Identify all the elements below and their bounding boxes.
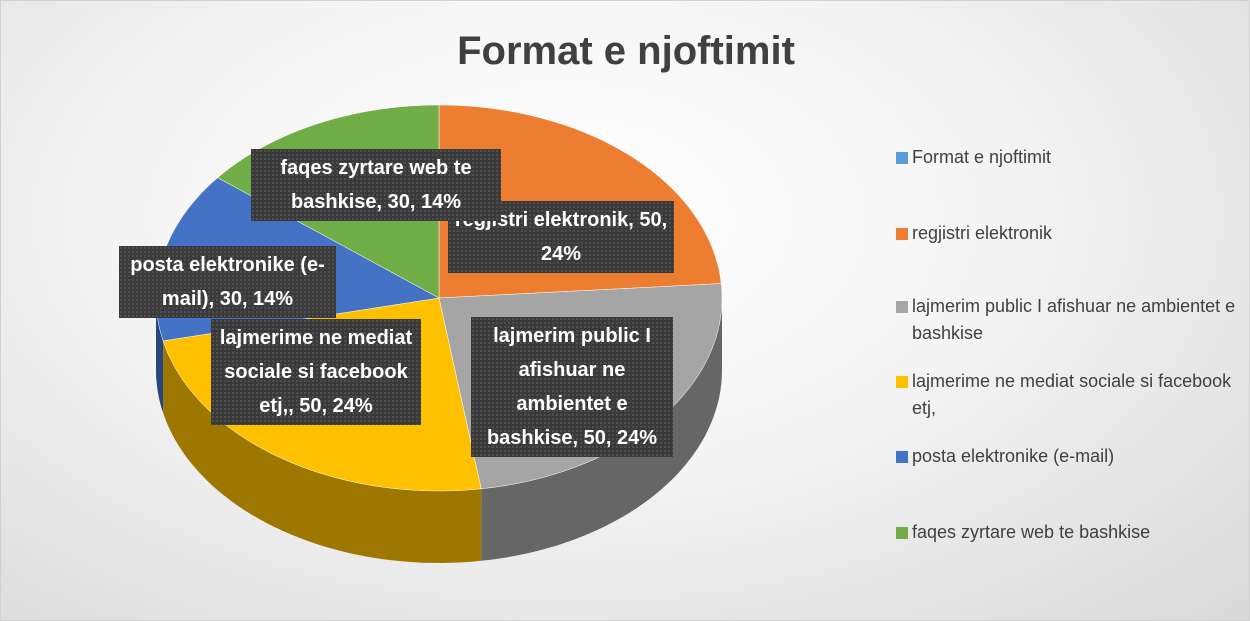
legend-label: lajmerim public I afishuar ne ambientet …: [912, 296, 1236, 343]
legend-label: regjistri elektronik: [912, 223, 1053, 243]
legend-swatch: [896, 228, 908, 240]
data-label: lajmerim public I afishuar ne ambientet …: [471, 317, 673, 457]
data-label: posta elektronike (e-mail), 30, 14%: [119, 246, 336, 318]
legend-swatch: [896, 301, 908, 313]
data-label: faqes zyrtare web te bashkise, 30, 14%: [251, 149, 501, 221]
legend-item: posta elektronike (e-mail): [896, 443, 1241, 470]
legend-swatch: [896, 376, 908, 388]
legend-label: lajmerime ne mediat sociale si facebook …: [912, 371, 1232, 418]
slice-side: [156, 298, 164, 413]
slice-side: [163, 340, 482, 563]
legend-swatch: [896, 451, 908, 463]
legend-label: posta elektronike (e-mail): [912, 446, 1115, 466]
data-label: regjistri elektronik, 50, 24%: [448, 201, 674, 273]
legend-item: Format e njoftimit: [896, 144, 1241, 171]
legend-item: lajmerime ne mediat sociale si facebook …: [896, 368, 1241, 422]
slice-side: [481, 298, 722, 561]
legend-swatch: [896, 152, 908, 164]
legend-item: regjistri elektronik: [896, 220, 1241, 247]
legend-label: Format e njoftimit: [912, 147, 1052, 167]
legend-item: lajmerim public I afishuar ne ambientet …: [896, 293, 1241, 347]
legend-item: faqes zyrtare web te bashkise: [896, 519, 1241, 546]
data-label: lajmerime ne mediat sociale si facebook …: [211, 319, 421, 425]
legend-label: faqes zyrtare web te bashkise: [912, 522, 1151, 542]
legend-swatch: [896, 527, 908, 539]
chart-title: Format e njoftimit: [457, 29, 795, 73]
